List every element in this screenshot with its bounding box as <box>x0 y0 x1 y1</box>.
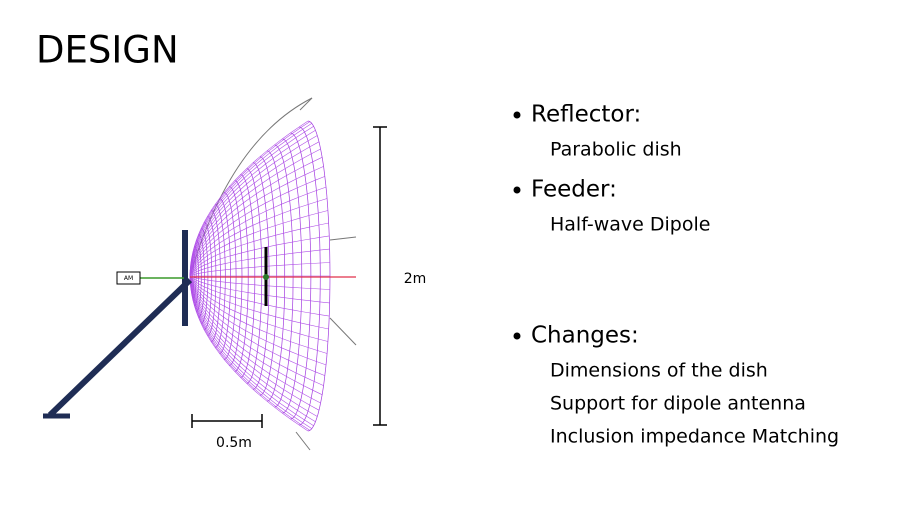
dish-rib <box>189 275 321 404</box>
slide-title: DESIGN <box>36 29 179 72</box>
height-label: 2m <box>404 271 427 287</box>
dish-rib <box>189 275 320 411</box>
dish-diagram <box>189 97 357 451</box>
source-label: AM <box>124 275 133 282</box>
support-arm <box>47 277 193 418</box>
bullet-item: Parabolic dish <box>550 139 682 161</box>
dish-rib <box>189 275 309 432</box>
bullet-item: Inclusion impedance Matching <box>550 426 839 448</box>
dish-rib <box>189 135 318 277</box>
dish-rib <box>189 126 314 277</box>
guide-line <box>295 431 311 451</box>
dish-rib <box>189 222 329 277</box>
diagram-parts: AM 2m 0.5m <box>43 126 427 451</box>
dish-rib <box>189 235 330 277</box>
dish-rib <box>189 275 312 429</box>
dish-rib <box>189 275 323 395</box>
dipole-feed <box>263 274 269 280</box>
bullet-dot <box>513 111 521 119</box>
dish-rib <box>189 123 312 277</box>
bullet-heading: Feeder: <box>531 177 617 203</box>
dish-rib <box>189 210 328 277</box>
dish-rib <box>189 275 314 426</box>
dish-rib <box>189 275 330 317</box>
dish-rib <box>189 157 323 277</box>
dish-rib <box>189 148 321 277</box>
source-box <box>116 271 141 285</box>
dish-rib <box>189 166 324 277</box>
dish-rib <box>189 275 330 304</box>
dish-rib <box>189 176 326 277</box>
bullet-item: Half-wave Dipole <box>550 214 710 236</box>
dish-rib <box>189 248 330 277</box>
dish-rib <box>189 275 326 376</box>
bullet-heading: Reflector: <box>531 102 641 128</box>
dish-rib <box>189 275 324 386</box>
dish-rib <box>189 275 328 342</box>
bullet-item: Dimensions of the dish <box>550 360 768 382</box>
bullet-item: Support for dipole antenna <box>550 393 806 415</box>
dish-rib <box>189 275 316 422</box>
bullet-heading: Changes: <box>531 323 639 349</box>
dish-rib <box>189 141 320 277</box>
dish-edge <box>189 97 313 277</box>
guide-line <box>329 236 357 241</box>
bullet-list: Reflector: Parabolic dish Feeder: Half-wave… <box>513 102 839 448</box>
bullet-dot <box>513 332 521 340</box>
dish-rib <box>189 275 328 354</box>
dish-rib <box>189 275 329 330</box>
dish-rib <box>189 275 330 290</box>
dish-rib <box>189 186 327 277</box>
dish-rib <box>189 275 318 417</box>
guide-line <box>299 97 313 111</box>
dish-rib <box>189 130 316 277</box>
dish-rib <box>189 262 330 277</box>
bullet-dot <box>513 186 521 194</box>
depth-label: 0.5m <box>216 435 252 451</box>
dish-rib <box>189 198 328 277</box>
guide-line <box>329 317 357 346</box>
dish-rib <box>189 275 327 366</box>
dish-rib <box>189 121 311 277</box>
